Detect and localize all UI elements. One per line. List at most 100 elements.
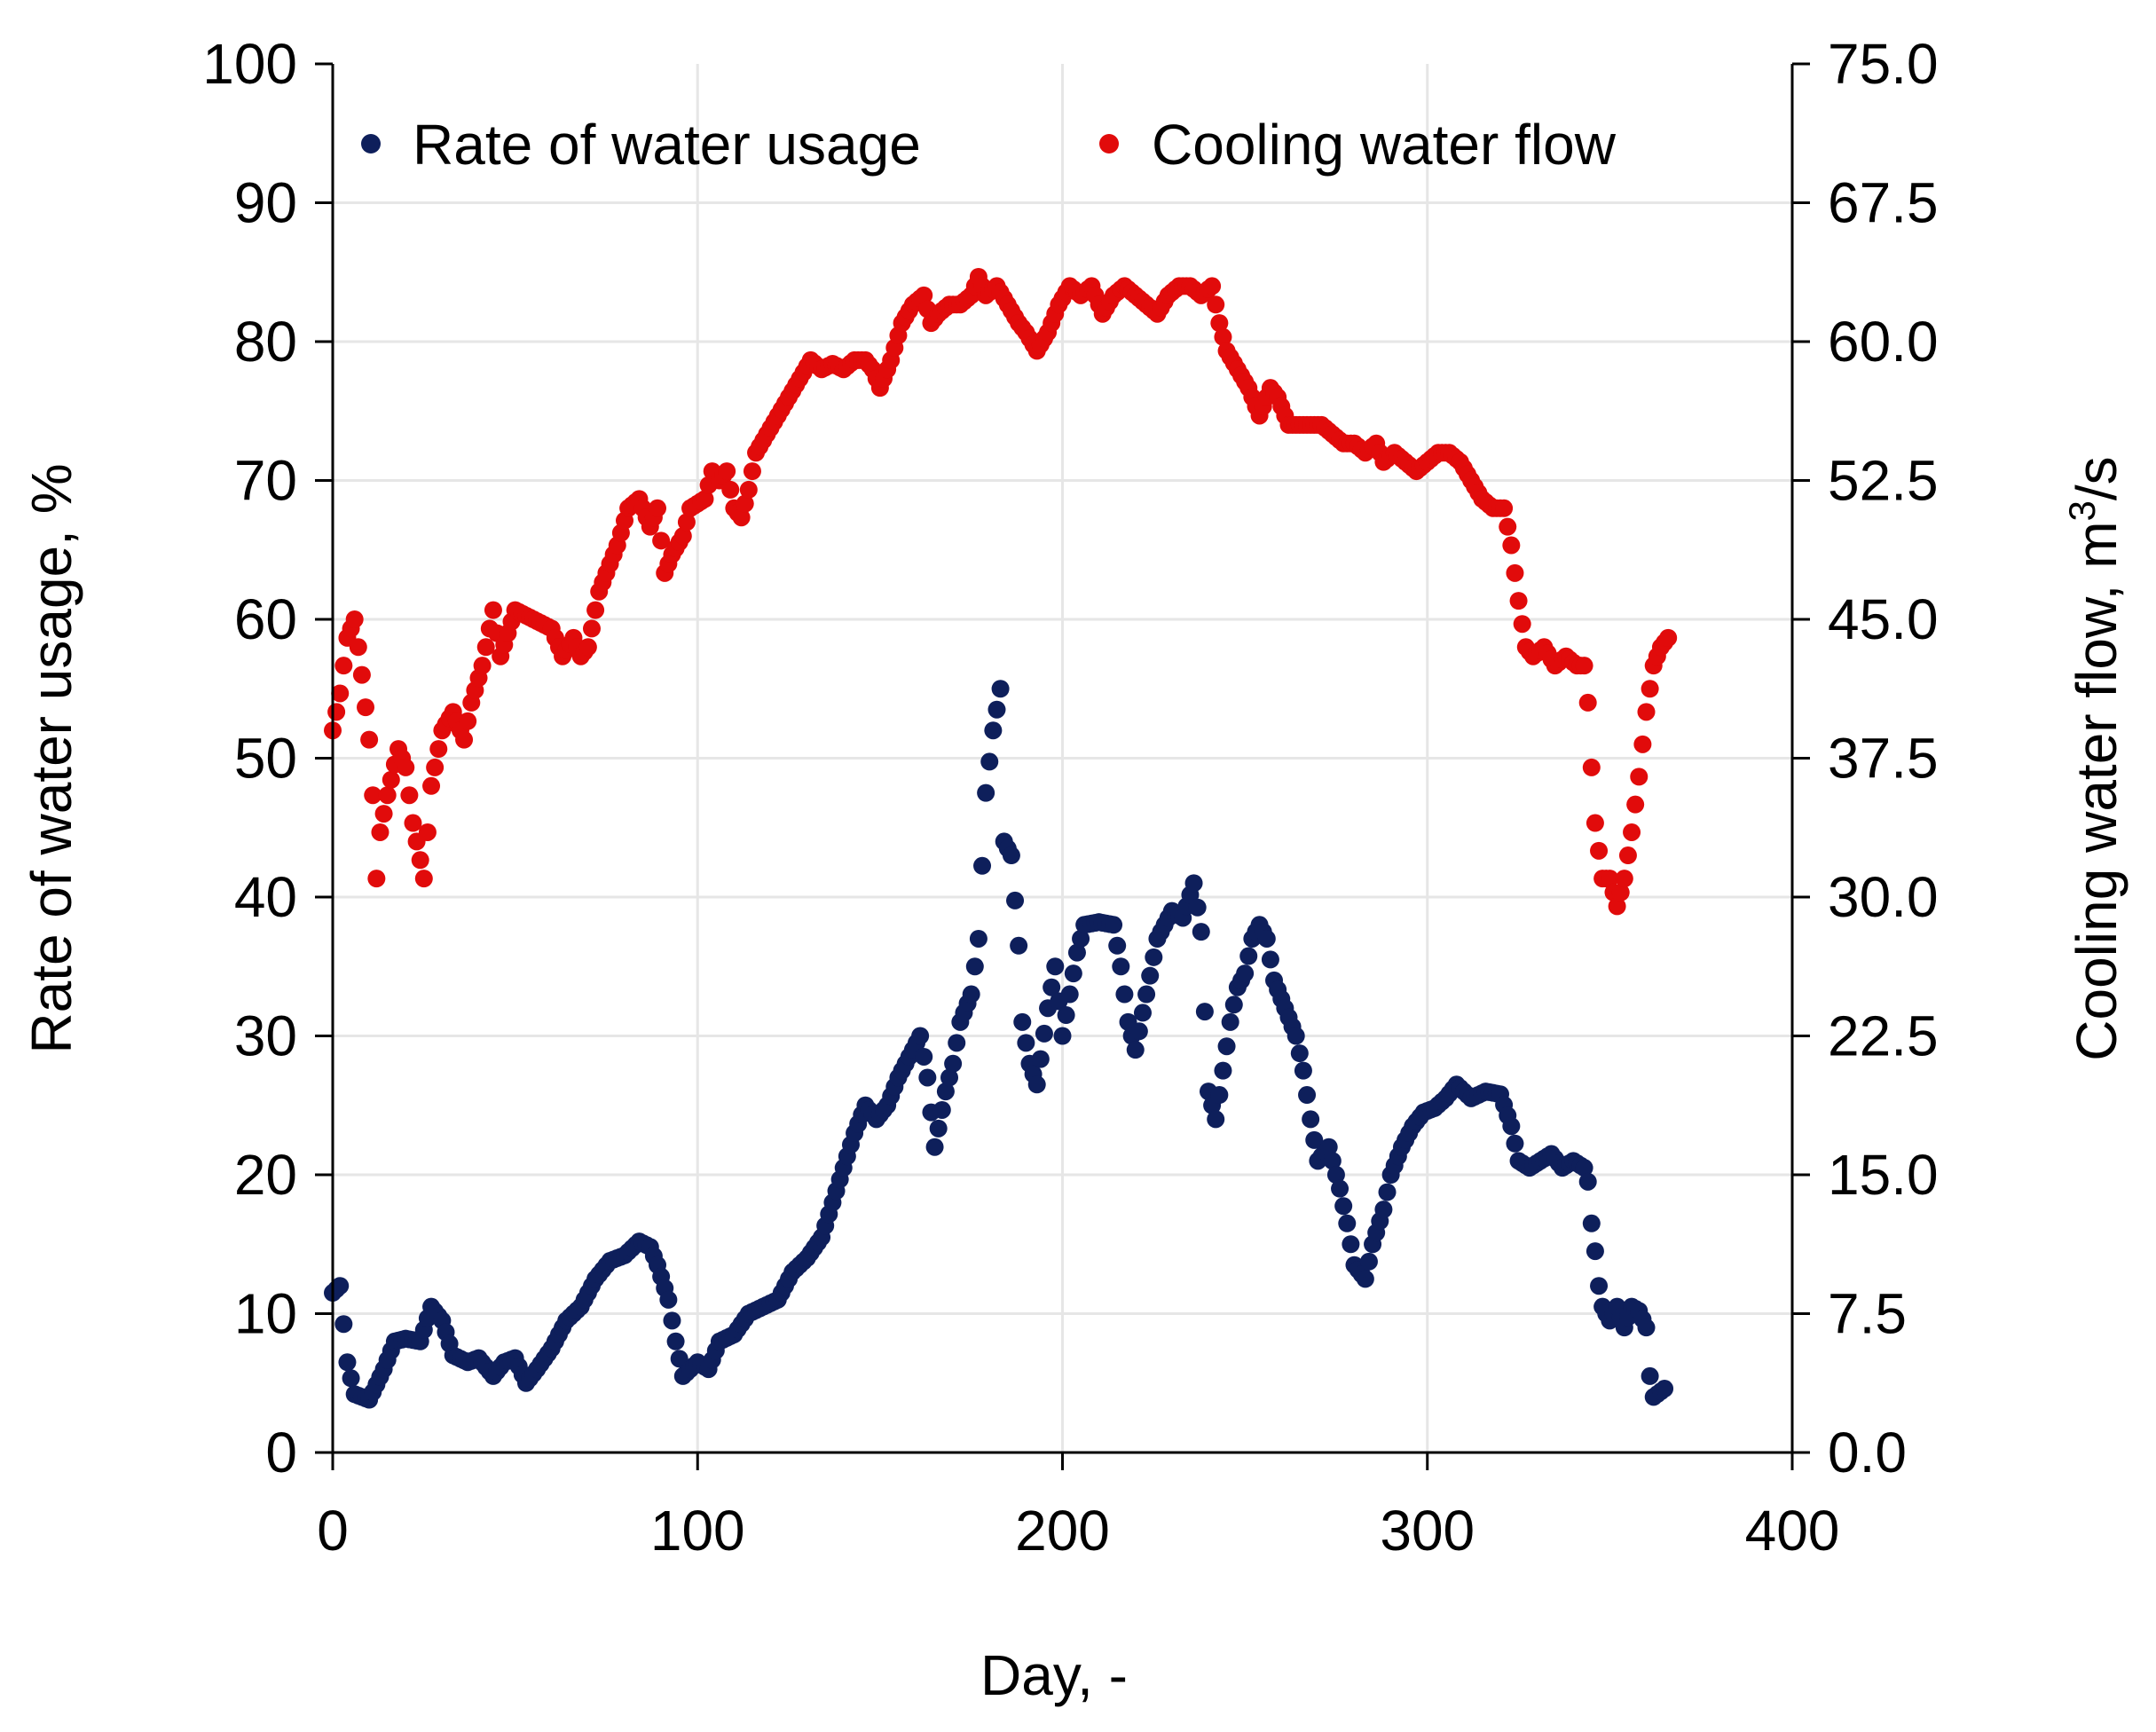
- data-point: [1257, 929, 1276, 948]
- data-point: [1608, 897, 1626, 916]
- data-point: [378, 786, 397, 805]
- data-point: [1236, 964, 1255, 983]
- data-point: [977, 783, 995, 802]
- data-points: [324, 267, 1678, 1409]
- data-point: [1641, 680, 1659, 698]
- y-left-tick-label: 60: [234, 587, 297, 651]
- data-point: [1637, 703, 1656, 721]
- data-point: [1188, 898, 1207, 917]
- legend-label-cooling-water-flow: Cooling water flow: [1152, 113, 1617, 177]
- data-point: [382, 770, 400, 789]
- data-point: [1611, 883, 1630, 901]
- data-point: [1294, 1061, 1312, 1080]
- data-point: [1133, 1004, 1152, 1022]
- data-point: [988, 700, 1006, 719]
- data-point: [1013, 1012, 1032, 1031]
- data-point: [1659, 628, 1678, 647]
- data-point: [1067, 943, 1086, 962]
- data-point: [732, 508, 751, 527]
- data-point: [1633, 735, 1652, 753]
- data-point: [1615, 870, 1633, 888]
- data-point: [1126, 1041, 1145, 1059]
- y-left-tick-label: 40: [234, 865, 297, 929]
- data-point: [673, 527, 692, 546]
- y-right-tick-label: 75.0: [1828, 32, 1939, 96]
- data-point: [1506, 1134, 1524, 1153]
- data-point: [1060, 985, 1079, 1004]
- y-left-axis-title: Rate of water usage, %: [20, 463, 83, 1053]
- x-tick-label: 400: [1745, 1499, 1840, 1563]
- data-point: [1590, 841, 1609, 860]
- data-point: [429, 740, 448, 759]
- y-right-tick-label: 60.0: [1828, 310, 1939, 374]
- data-point: [357, 698, 375, 717]
- y-left-tick-label: 30: [234, 1004, 297, 1068]
- data-point: [1010, 936, 1028, 955]
- data-point: [736, 494, 754, 513]
- data-point: [1108, 936, 1127, 955]
- data-point: [1203, 277, 1222, 295]
- data-point: [743, 462, 761, 481]
- data-point: [582, 619, 601, 638]
- data-point: [925, 1138, 944, 1156]
- data-point: [1224, 996, 1243, 1014]
- data-point: [1210, 314, 1229, 333]
- data-point: [1115, 985, 1134, 1004]
- data-point: [1002, 846, 1020, 865]
- y-right-tick-label: 67.5: [1828, 171, 1939, 235]
- data-point: [1331, 1179, 1349, 1198]
- data-point: [338, 1353, 357, 1372]
- y-left-tick-label: 20: [234, 1143, 297, 1207]
- data-point: [969, 929, 988, 948]
- data-point: [1035, 1024, 1053, 1043]
- y-right-tick-label: 15.0: [1828, 1143, 1939, 1207]
- y-right-tick-label: 30.0: [1828, 865, 1939, 929]
- data-point: [991, 680, 1010, 698]
- y-right-tick-label: 52.5: [1828, 449, 1939, 513]
- data-point: [1287, 1027, 1305, 1045]
- y-right-axis-title-superscript: 3: [2061, 500, 2103, 521]
- data-point: [1502, 1117, 1521, 1136]
- data-point: [666, 1332, 685, 1350]
- data-point: [1630, 768, 1648, 786]
- data-point: [459, 712, 477, 730]
- data-point: [418, 823, 437, 841]
- y-right-tick-label: 37.5: [1828, 727, 1939, 791]
- data-point: [1637, 1319, 1656, 1337]
- data-point: [944, 1054, 963, 1073]
- data-point: [331, 1277, 350, 1295]
- data-point: [476, 638, 495, 657]
- data-point: [915, 1047, 933, 1066]
- data-point: [1064, 964, 1082, 983]
- data-point: [1641, 1366, 1659, 1385]
- data-point: [1626, 795, 1645, 814]
- data-point: [1359, 1252, 1378, 1271]
- data-point: [1141, 966, 1160, 985]
- data-point: [1145, 948, 1163, 966]
- data-point: [349, 638, 367, 657]
- data-point: [455, 730, 474, 749]
- data-point: [1072, 929, 1090, 948]
- data-point: [422, 776, 441, 795]
- data-point: [739, 480, 758, 499]
- y-right-tick-label: 45.0: [1828, 587, 1939, 651]
- x-tick-label: 300: [1380, 1499, 1475, 1563]
- data-point: [473, 657, 492, 675]
- y-left-tick-label: 50: [234, 727, 297, 791]
- data-point: [1578, 693, 1597, 712]
- data-point: [484, 601, 502, 619]
- legend-label-rate-of-water-usage: Rate of water usage: [413, 113, 921, 177]
- data-point: [371, 823, 389, 841]
- data-point: [1334, 1197, 1353, 1216]
- data-point: [1623, 823, 1641, 841]
- legend-marker-cooling-water-flow: [1099, 134, 1119, 154]
- data-point: [1261, 950, 1279, 969]
- data-point: [352, 665, 371, 684]
- data-point: [1582, 1214, 1601, 1232]
- y-left-tick-label: 70: [234, 449, 297, 513]
- y-right-tick-label: 7.5: [1828, 1282, 1907, 1346]
- y-left-tick-label: 100: [202, 32, 297, 96]
- data-point: [342, 1369, 360, 1388]
- data-point: [1323, 1152, 1342, 1170]
